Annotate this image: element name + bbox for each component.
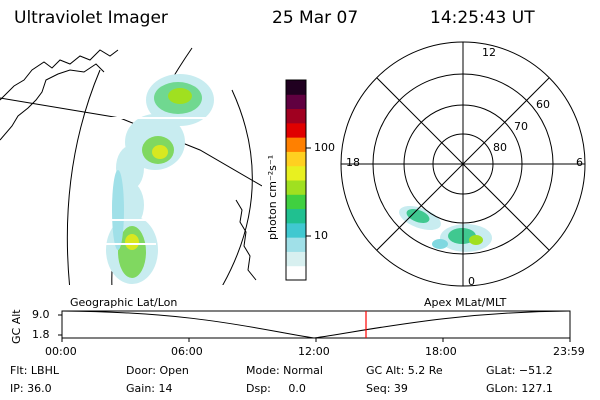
altitude-curve [61,310,571,339]
colorbar-tick-10: 10 [314,229,328,242]
date-label: 25 Mar 07 [272,8,359,28]
colorbar-segment [286,108,306,124]
geographic-map [0,47,262,285]
time-tick: 23:59 [553,345,585,358]
colorbar-segment [286,137,306,152]
colorbar-segment [286,208,306,224]
aurora-emission [104,74,214,284]
time-tick: 00:00 [45,345,77,358]
mlat-label-60: 60 [536,98,550,111]
mode-info: Mode: Normal [246,364,323,377]
time-label: 14:25:43 UT [430,8,535,28]
mlt-label-12: 12 [482,46,496,59]
colorbar-segment [286,265,306,281]
colorbar-tick-100: 100 [314,141,335,154]
colorbar [285,79,311,281]
colorbar-segment [286,180,306,195]
coastline [0,49,119,101]
colorbar-segment [286,151,306,167]
altitude-ylabel: GC Alt [10,309,23,344]
geographic-label: Geographic Lat/Lon [70,296,178,309]
instrument-title: Ultraviolet Imager [14,8,168,28]
mlt-label-18: 18 [346,156,360,169]
mlt-label-6: 6 [576,156,583,169]
mlt-label-0: 0 [468,275,475,288]
graticule-line [222,89,253,285]
mlat-label-80: 80 [493,141,507,154]
colorbar-segment [286,122,306,138]
time-tick: 12:00 [298,345,330,358]
altitude-ytick-max: 9.0 [32,308,50,321]
colorbar-segment [286,251,306,267]
coastline [0,63,105,141]
glat-info: GLat: −51.2 [486,364,553,377]
altitude-plot [58,310,571,342]
colorbar-unit-label: photon cm⁻²s⁻¹ [266,154,279,240]
ip-info: IP: 36.0 [10,382,52,395]
seq-info: Seq: 39 [366,382,408,395]
altitude-ytick-min: 1.8 [32,328,50,341]
coastline [235,199,257,281]
door-info: Door: Open [126,364,189,377]
dsp-info: Dsp: 0.0 [246,382,306,395]
gain-info: Gain: 14 [126,382,173,395]
polar-plot [340,41,586,287]
colorbar-segment [286,165,306,181]
colorbar-segment [286,80,306,95]
colorbar-segment [286,237,306,252]
colorbar-segment [286,94,306,110]
time-tick: 06:00 [171,345,203,358]
filter-info: Flt: LBHL [10,364,59,377]
colorbar-segment [286,194,306,210]
graticule-line [66,69,101,285]
aurora-emission [399,205,492,252]
time-tick: 18:00 [425,345,457,358]
apex-label: Apex MLat/MLT [424,296,507,309]
glon-info: GLon: 127.1 [486,382,553,395]
colorbar-segment [286,222,306,238]
gc-alt-info: GC Alt: 5.2 Re [366,364,443,377]
mlat-label-70: 70 [514,120,528,133]
